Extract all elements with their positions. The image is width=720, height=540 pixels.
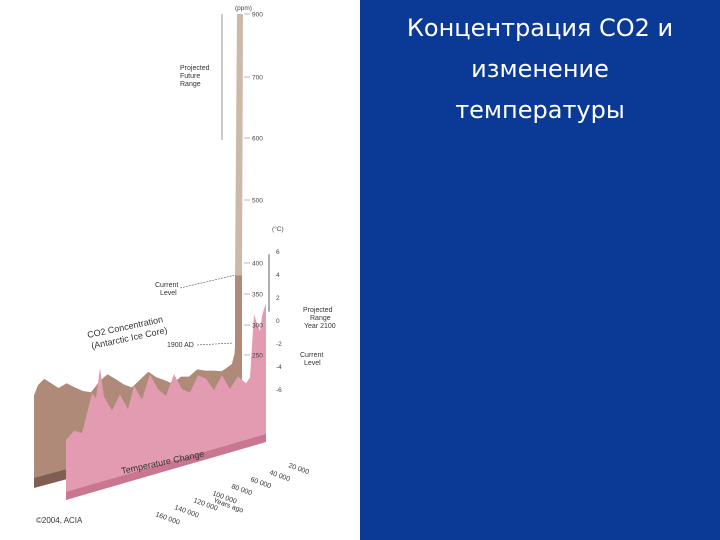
temperature-current-level-label: Level	[304, 360, 321, 367]
co2-tick-label: 250	[252, 353, 263, 360]
co2-tick-label: 600	[252, 136, 263, 143]
co2-tick-label: 400	[252, 261, 263, 268]
co2-tick-label: 500	[252, 198, 263, 205]
time-tick-label: 20 000	[287, 462, 310, 476]
co2-tick-label: 300	[252, 323, 263, 330]
time-tick-label: 140 000	[173, 504, 199, 519]
temperature-tick-label: 4	[276, 272, 280, 279]
projected-future-range-label: Future	[180, 73, 200, 80]
projected-future-range-label: Projected	[180, 65, 210, 72]
temperature-axis-unit: (°C)	[272, 225, 284, 233]
time-tick-label: 80 000	[230, 483, 253, 497]
temperature-tick-label: -2	[276, 341, 282, 348]
projected-future-range-label: Range	[180, 81, 201, 88]
co2-temperature-figure: 250 300 350 400 500 600 700 900 (ppm) 6 4 2 0 -2 -4 -6 (…	[34, 5, 336, 527]
year-1900-leader	[196, 342, 234, 346]
temperature-tick-label: -6	[276, 387, 282, 394]
co2-axis-unit: (ppm)	[235, 5, 252, 12]
slide-title: Концентрация CO2 и изменение температуры	[380, 8, 700, 131]
projected-2100-label: Range	[310, 315, 331, 322]
co2-current-level-label: Current	[155, 282, 178, 289]
co2-tick-label: 350	[252, 292, 263, 299]
temperature-tick-label: 2	[276, 295, 280, 302]
slide-title-line-2: изменение	[471, 55, 609, 83]
slide-title-line-3: температуры	[455, 96, 625, 124]
title-panel	[360, 0, 720, 540]
co2-current-level-label: Level	[160, 290, 177, 297]
slide-title-line-1: Концентрация CO2 и	[406, 14, 674, 42]
temperature-series	[66, 303, 266, 500]
temperature-tick-label: -4	[276, 364, 282, 371]
co2-current-level-leader	[179, 275, 235, 289]
co2-tick-label: 700	[252, 75, 263, 82]
co2-projection-column	[235, 14, 243, 280]
chart-canvas: 250 300 350 400 500 600 700 900(ppm) 6 4 2 0 -2 -4 -6 (…	[34, 5, 336, 527]
time-tick-label: 60 000	[249, 476, 272, 490]
time-tick-label: 160 000	[154, 511, 180, 526]
co2-current-column	[235, 275, 242, 423]
year-1900-label: 1900 AD	[167, 342, 194, 349]
copyright-text: ©2004, ACIA	[36, 516, 83, 525]
temperature-tick-label: 6	[276, 249, 280, 256]
temperature-current-level-label: Current	[300, 352, 323, 359]
projected-2100-label: Year 2100	[304, 323, 336, 330]
temperature-change-area	[66, 303, 266, 492]
co2-tick-label: 900	[252, 12, 263, 19]
time-tick-label: 40 000	[268, 469, 291, 483]
projected-2100-label: Projected	[303, 307, 333, 314]
temperature-tick-label: 0	[276, 318, 280, 325]
